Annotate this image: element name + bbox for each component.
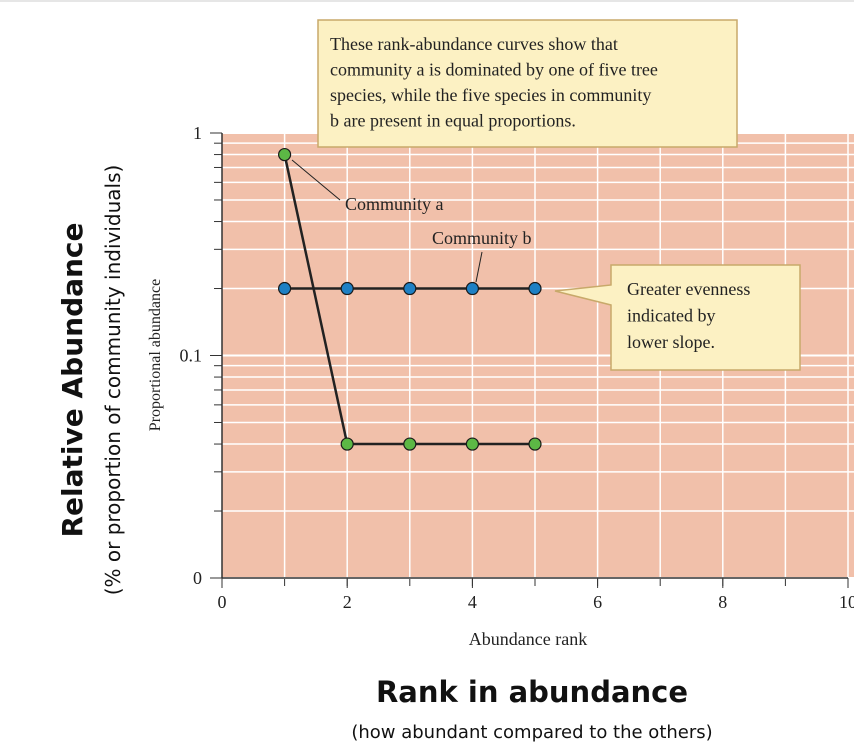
x-tick-label: 8 [718, 592, 727, 612]
annotation-text: indicated by [627, 306, 715, 326]
data-point [278, 281, 292, 296]
data-point [403, 281, 417, 296]
data-point [340, 437, 354, 451]
annotation-text: species, while the five species in commu… [330, 85, 651, 105]
outer-y-label: Relative Abundance [56, 222, 89, 537]
outer-x-label: Rank in abundance [376, 675, 688, 709]
leader-line [475, 251, 483, 283]
y-tick-label: 0.1 [180, 346, 203, 366]
annotation-text: Greater evenness [627, 279, 750, 299]
data-point [528, 281, 542, 296]
data-point [403, 437, 417, 451]
x-tick-label: 6 [593, 592, 602, 612]
annotation-text: b are present in equal proportions. [330, 111, 576, 131]
data-point [528, 437, 542, 451]
x-tick-label: 10 [839, 592, 854, 612]
data-point [465, 281, 479, 296]
data-point [278, 147, 292, 162]
x-axis-label: Abundance rank [469, 629, 587, 649]
annotation-box [317, 19, 738, 148]
series-label: Community a [345, 194, 444, 214]
annotation-text: lower slope. [627, 332, 715, 352]
outer-x-sublabel: (how abundant compared to the others) [351, 722, 712, 743]
annotation-text: These rank-abundance curves show that [330, 34, 618, 54]
y-tick-label: 0 [193, 568, 202, 588]
y-axis-label: Proportional abundance [147, 279, 164, 431]
data-point [340, 281, 354, 296]
annotation-text: community a is dominated by one of five … [330, 60, 658, 80]
series-label: Community b [432, 228, 532, 248]
annotation-callout [554, 264, 801, 371]
outer-y-sublabel: (% or proportion of community individual… [101, 165, 125, 596]
x-tick-label: 0 [218, 592, 227, 612]
y-tick-label: 1 [193, 123, 202, 143]
leader-line [291, 159, 341, 201]
data-point [465, 437, 479, 451]
x-tick-label: 4 [468, 592, 477, 612]
x-tick-label: 2 [343, 592, 352, 612]
